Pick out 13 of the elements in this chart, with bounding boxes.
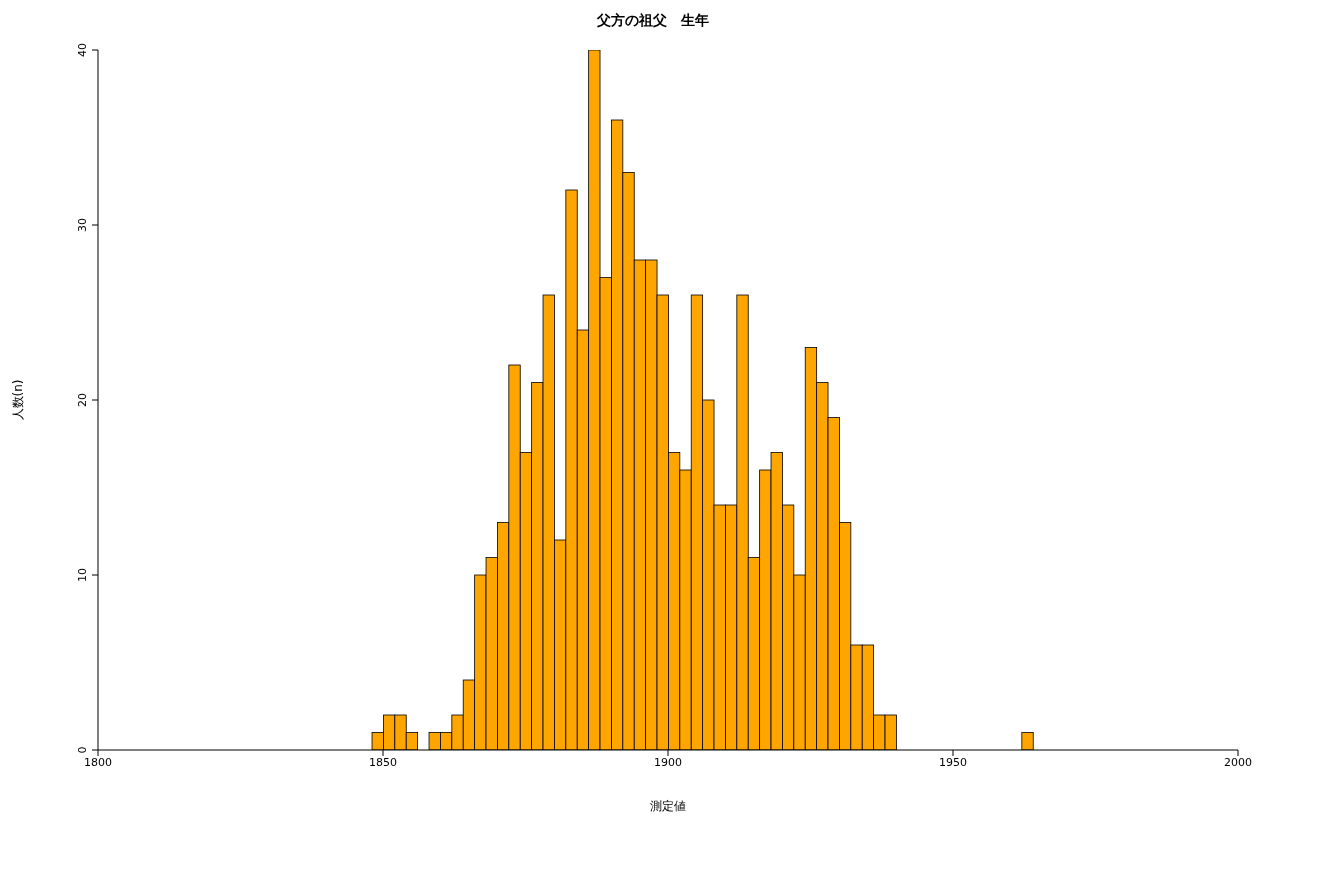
y-tick-label: 0 xyxy=(76,746,89,754)
x-tick-label: 1850 xyxy=(369,755,397,769)
x-tick-label: 2000 xyxy=(1224,755,1252,769)
y-axis-title: 人数(n) xyxy=(11,379,26,421)
y-tick-label: 30 xyxy=(76,218,89,232)
x-axis-title: 測定値 xyxy=(650,799,686,813)
x-tick-label: 1900 xyxy=(654,755,682,769)
chart-title: 父方の祖父 生年 xyxy=(596,12,710,30)
x-tick-label: 1800 xyxy=(84,755,112,769)
y-tick-label: 20 xyxy=(76,393,89,407)
x-tick-label: 1950 xyxy=(939,755,967,769)
y-tick-label: 10 xyxy=(76,568,89,582)
y-tick-label: 40 xyxy=(76,43,89,57)
